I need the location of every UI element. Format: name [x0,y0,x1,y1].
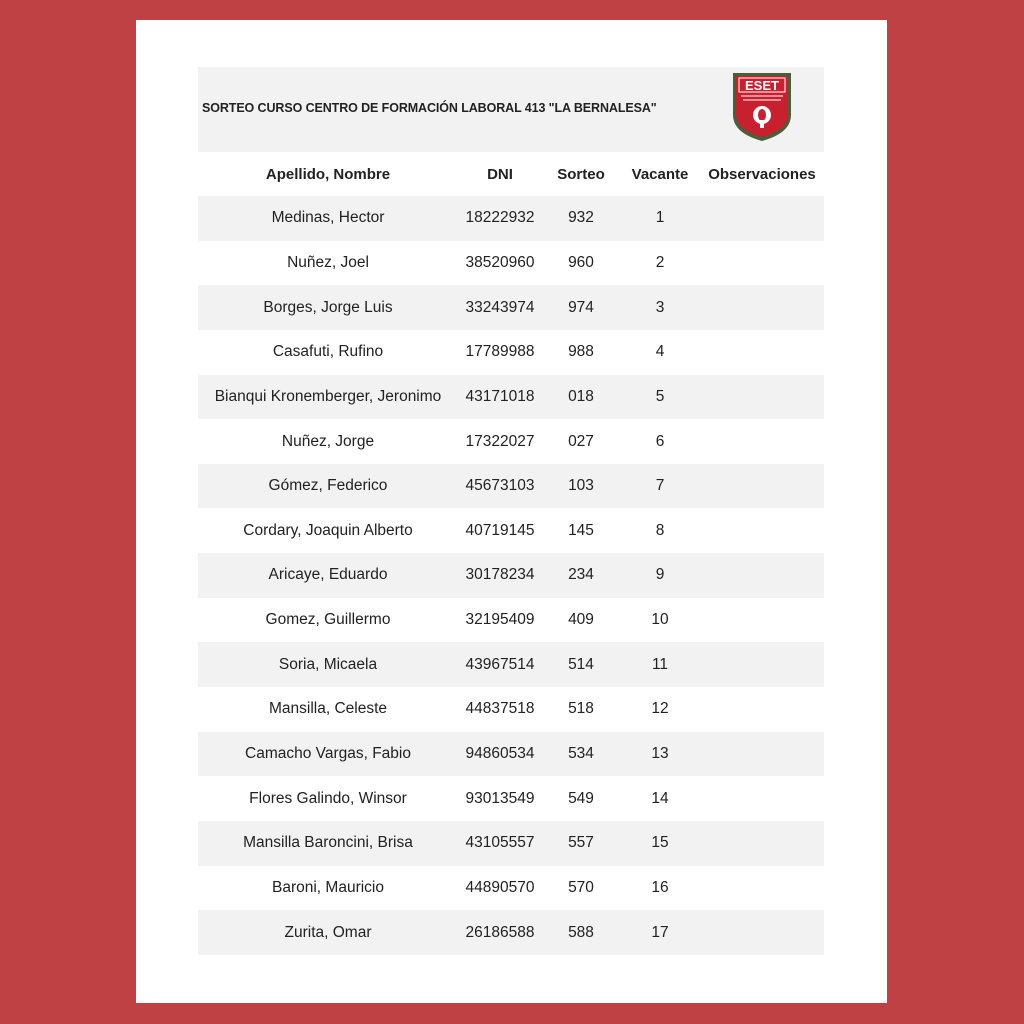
cell-name: Mansilla, Celeste [268,700,388,718]
cell-name: Medinas, Hector [271,209,385,227]
cell-dni: 43967514 [465,655,535,673]
cell-sorteo: 518 [568,700,594,718]
cell-name: Camacho Vargas, Fabio [245,745,411,762]
cell-name: Mansilla Baroncini, Brisa [243,834,413,852]
cell-dni: 40719145 [465,521,535,539]
cell-dni: 38520960 [465,253,535,271]
cell-dni: 44890570 [465,878,535,896]
cell-vacante: 5 [655,387,665,405]
cell-sorteo: 988 [568,343,594,361]
cell-sorteo: 018 [568,387,594,405]
cell-name: Soria, Micaela [278,655,378,673]
cell-name: Zurita, Omar [284,923,372,941]
cell-dni: 93013549 [465,789,535,807]
cell-vacante: 6 [655,432,665,450]
table-row: Nuñez, Joel 38520960 960 2 [198,241,824,286]
cell-vacante: 10 [651,611,669,629]
cell-dni: 44837518 [465,700,535,718]
cell-vacante: 12 [651,700,669,718]
table-row: Mansilla, Celeste 44837518 518 12 [198,687,824,732]
cell-dni: 17322027 [465,432,535,450]
cell-name: Nuñez, Joel [287,253,369,271]
cell-dni: 32195409 [465,611,535,629]
cell-vacante: 11 [651,655,669,673]
cell-vacante: 2 [655,253,665,271]
cell-sorteo: 409 [568,611,594,629]
table-row: Nuñez, Jorge 17322027 027 6 [198,419,824,464]
cell-vacante: 15 [651,834,669,852]
eset-logo: ESET [733,73,791,141]
table-row: Soria, Micaela 43967514 514 11 [198,642,824,688]
cell-vacante: 13 [651,745,669,762]
cell-name: Gomez, Guillermo [265,611,391,629]
cell-sorteo: 234 [568,566,594,584]
cell-name: Borges, Jorge Luis [263,298,393,316]
cell-sorteo: 549 [568,789,594,807]
cell-dni: 17789988 [465,343,535,361]
table-row: Aricaye, Eduardo 30178234 234 9 [198,553,824,598]
cell-sorteo: 960 [568,253,594,271]
table-row: Medinas, Hector 18222932 932 1 [198,196,824,241]
cell-name: Bianqui Kronemberger, Jeronimo [214,387,442,405]
cell-sorteo: 974 [568,298,594,316]
cell-name: Aricaye, Eduardo [268,566,388,584]
cell-name: Flores Galindo, Winsor [249,789,407,807]
table-row: Gomez, Guillermo 32195409 409 10 [198,598,824,643]
cell-vacante: 17 [651,923,669,941]
cell-sorteo: 027 [568,432,594,450]
cell-dni: 33243974 [465,298,535,316]
table-row: Flores Galindo, Winsor 93013549 549 14 [198,776,824,821]
table-row: Gómez, Federico 45673103 103 7 [198,463,824,509]
cell-vacante: 9 [655,566,665,584]
cell-name: Cordary, Joaquin Alberto [243,521,413,539]
cell-dni: 94860534 [465,745,535,762]
table-row: Cordary, Joaquin Alberto 40719145 145 8 [198,508,824,553]
column-header-dni: DNI [487,165,513,183]
cell-sorteo: 514 [568,655,594,673]
cell-sorteo: 103 [568,477,594,495]
cell-vacante: 8 [655,521,665,539]
document-page: SORTEO CURSO CENTRO DE FORMACIÓN LABORAL… [136,20,887,1003]
cell-vacante: 16 [651,878,669,896]
cell-name: Gómez, Federico [268,477,388,495]
table-row: Borges, Jorge Luis 33243974 974 3 [198,285,824,330]
table-row: Zurita, Omar 26186588 588 17 [198,910,824,955]
table-row: Camacho Vargas, Fabio 94860534 534 13 [198,731,824,777]
table-header: Apellido, Nombre DNI Sorteo Vacante Obse… [198,152,824,196]
cell-dni: 26186588 [465,923,535,941]
cell-name: Casafuti, Rufino [272,343,384,361]
cell-vacante: 3 [655,298,665,316]
cell-sorteo: 570 [568,878,594,896]
column-header-sorteo: Sorteo [557,165,605,183]
cell-dni: 43105557 [465,834,535,852]
table-row: Bianqui Kronemberger, Jeronimo 43171018 01… [198,374,824,420]
cell-vacante: 4 [655,343,665,361]
cell-dni: 45673103 [465,477,535,495]
cell-dni: 30178234 [465,566,535,584]
table-row: Mansilla Baroncini, Brisa 43105557 557 15 [198,820,824,866]
cell-sorteo: 534 [568,745,594,762]
column-header-observaciones: Observaciones [708,165,816,183]
cell-sorteo: 145 [568,521,594,539]
title-band: SORTEO CURSO CENTRO DE FORMACIÓN LABORAL… [198,67,824,152]
cell-sorteo: 557 [568,834,594,852]
logo-text: ESET [745,78,779,93]
table-row: Baroni, Mauricio 44890570 570 16 [198,866,824,911]
document-title: SORTEO CURSO CENTRO DE FORMACIÓN LABORAL… [202,101,657,115]
cell-dni: 43171018 [465,387,535,405]
cell-dni: 18222932 [465,209,535,227]
column-header-vacante: Vacante [631,165,689,183]
cell-vacante: 7 [655,477,665,495]
cell-vacante: 1 [655,209,665,227]
column-header-name: Apellido, Nombre [265,165,391,183]
table-row: Casafuti, Rufino 17789988 988 4 [198,330,824,375]
cell-sorteo: 932 [568,209,594,227]
cell-vacante: 14 [651,789,669,807]
cell-name: Nuñez, Jorge [281,432,375,450]
results-table: SORTEO CURSO CENTRO DE FORMACIÓN LABORAL… [198,67,824,955]
cell-name: Baroni, Mauricio [272,878,384,896]
cell-sorteo: 588 [568,923,594,941]
